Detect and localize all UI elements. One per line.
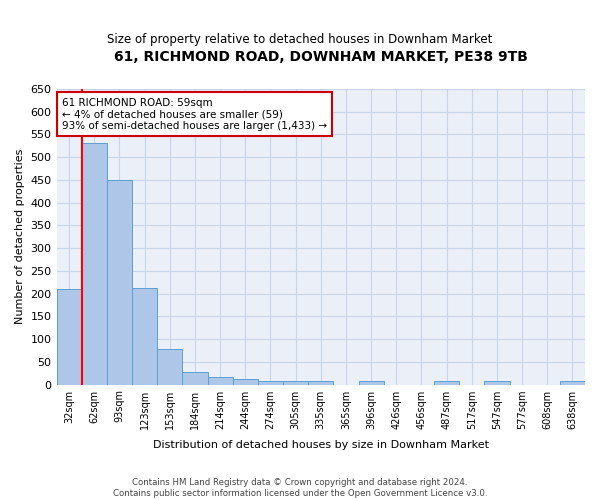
- X-axis label: Distribution of detached houses by size in Downham Market: Distribution of detached houses by size …: [153, 440, 489, 450]
- Bar: [283, 381, 308, 384]
- Bar: [182, 372, 208, 384]
- Bar: [560, 382, 585, 384]
- Bar: [132, 288, 157, 384]
- Title: 61, RICHMOND ROAD, DOWNHAM MARKET, PE38 9TB: 61, RICHMOND ROAD, DOWNHAM MARKET, PE38 …: [114, 50, 528, 64]
- Bar: [359, 382, 383, 384]
- Y-axis label: Number of detached properties: Number of detached properties: [15, 149, 25, 324]
- Bar: [56, 289, 82, 384]
- Bar: [157, 349, 182, 384]
- Bar: [484, 382, 509, 384]
- Text: Size of property relative to detached houses in Downham Market: Size of property relative to detached ho…: [107, 32, 493, 46]
- Text: 61 RICHMOND ROAD: 59sqm
← 4% of detached houses are smaller (59)
93% of semi-det: 61 RICHMOND ROAD: 59sqm ← 4% of detached…: [62, 98, 327, 131]
- Bar: [82, 144, 107, 384]
- Bar: [208, 377, 233, 384]
- Bar: [308, 381, 334, 384]
- Bar: [434, 382, 459, 384]
- Bar: [107, 180, 132, 384]
- Bar: [258, 381, 283, 384]
- Text: Contains HM Land Registry data © Crown copyright and database right 2024.
Contai: Contains HM Land Registry data © Crown c…: [113, 478, 487, 498]
- Bar: [233, 379, 258, 384]
